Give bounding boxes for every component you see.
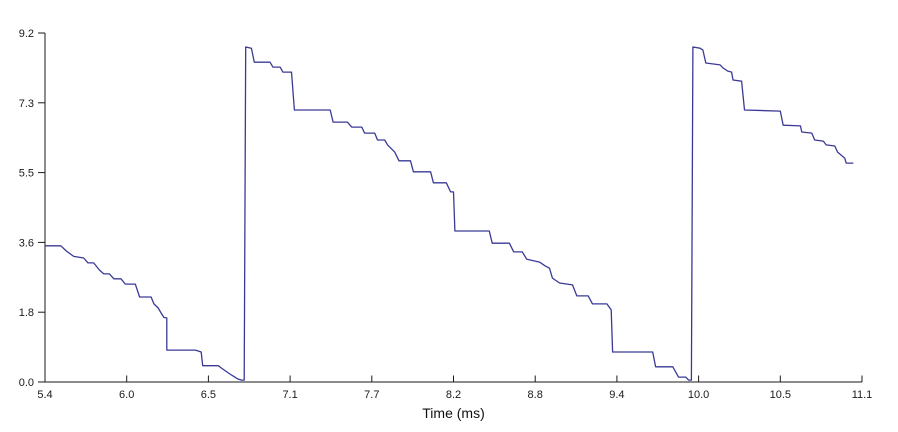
x-tick-label: 9.4: [609, 389, 624, 401]
x-tick-label: 7.1: [282, 389, 297, 401]
x-tick-label: 8.2: [446, 389, 461, 401]
y-tick-label: 5.5: [19, 168, 34, 180]
y-tick-label: 3.6: [19, 237, 34, 249]
x-tick-label: 10.5: [770, 389, 791, 401]
y-tick-label: 9.2: [19, 28, 34, 40]
y-tick-label: 7.3: [19, 98, 34, 110]
y-tick-label: 1.8: [19, 307, 34, 319]
x-axis-label: Time (ms): [422, 405, 484, 421]
signal-line: [45, 46, 854, 381]
x-tick-label: 7.7: [364, 389, 379, 401]
x-tick-label: 6.0: [119, 389, 134, 401]
x-tick-label: 11.1: [852, 389, 873, 401]
x-tick-label: 10.0: [688, 389, 709, 401]
y-tick-label: 0.0: [19, 377, 34, 389]
x-tick-label: 8.8: [528, 389, 543, 401]
y-axis-ticks: 0.0 1.8 3.6 5.5 7.3 9.2: [19, 28, 45, 389]
x-axis-ticks: 5.4 6.0 6.5 7.1 7.7 8.2 8.8 9.4 10.0 10.5 11.1: [37, 375, 873, 401]
x-tick-label: 6.5: [201, 389, 216, 401]
x-tick-label: 5.4: [37, 389, 52, 401]
